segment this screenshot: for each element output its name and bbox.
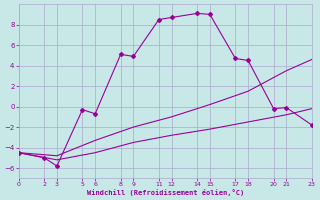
X-axis label: Windchill (Refroidissement éolien,°C): Windchill (Refroidissement éolien,°C) — [87, 189, 244, 196]
